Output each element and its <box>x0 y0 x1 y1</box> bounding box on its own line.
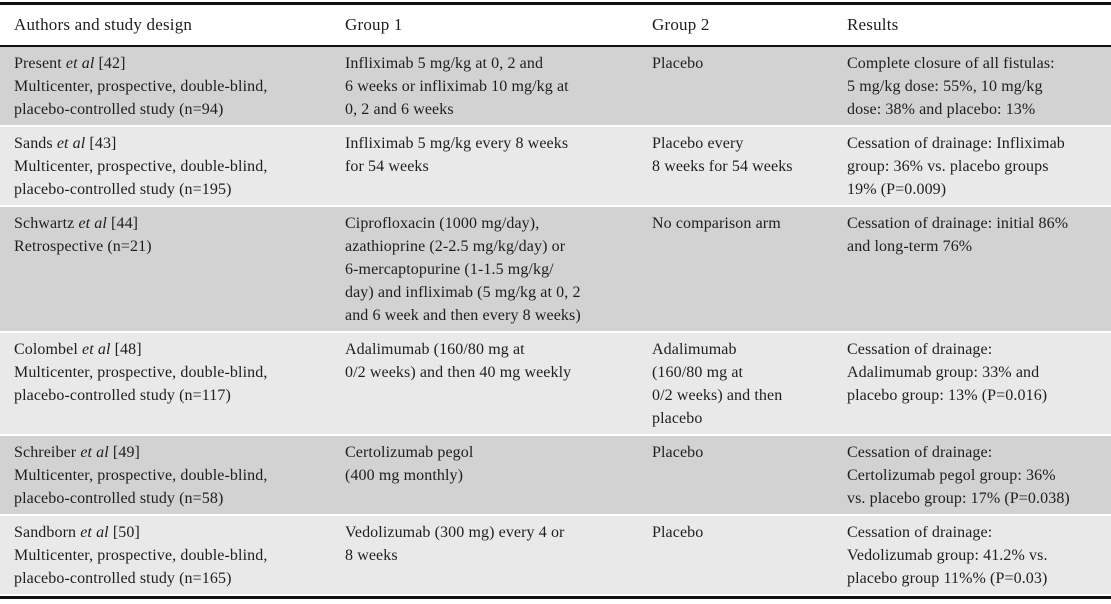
author-line: Present et al [42] <box>14 52 337 75</box>
study-design: Multicenter, prospective, double-blind, … <box>14 158 268 198</box>
cell-group1: Adalimumab (160/80 mg at 0/2 weeks) and … <box>345 341 572 381</box>
ref-number: [42] <box>94 55 126 72</box>
cell-group2: Placebo <box>652 524 704 541</box>
etal: et al <box>80 444 109 461</box>
etal: et al <box>56 135 86 152</box>
table-row: Schreiber et al [49] Multicenter, prospe… <box>0 436 1111 514</box>
cell-authors: Sandborn et al [50] Multicenter, prospec… <box>0 521 345 590</box>
author-name: Sands <box>14 135 57 152</box>
cell-authors: Present et al [42] Multicenter, prospect… <box>0 52 345 121</box>
cell-group1: Certolizumab pegol (400 mg monthly) <box>345 444 474 484</box>
header-rule <box>0 45 1111 47</box>
ref-number: [48] <box>110 341 142 358</box>
author-name: Schwartz <box>14 215 79 232</box>
author-name: Present <box>14 55 66 72</box>
cell-group1: Infliximab 5 mg/kg every 8 weeks for 54 … <box>345 135 569 175</box>
cell-group1: Infliximab 5 mg/kg at 0, 2 and 6 weeks o… <box>345 55 569 118</box>
cell-results: Cessation of drainage: Certolizumab pego… <box>847 444 1070 507</box>
ref-number: [50] <box>108 524 140 541</box>
cell-authors: Colombel et al [48] Multicenter, prospec… <box>0 338 345 407</box>
author-name: Schreiber <box>14 444 81 461</box>
cell-group2: Adalimumab (160/80 mg at 0/2 weeks) and … <box>652 341 783 427</box>
author-line: Sands et al [43] <box>14 132 337 155</box>
author-name: Sandborn <box>14 524 81 541</box>
cell-group2: No comparison arm <box>652 215 781 232</box>
col-header-group2: Group 2 <box>652 15 710 34</box>
col-header-group1: Group 1 <box>345 15 403 34</box>
bottom-rule <box>0 596 1111 599</box>
study-design: Multicenter, prospective, double-blind, … <box>14 467 268 507</box>
col-header-authors: Authors and study design <box>14 15 193 34</box>
cell-results: Cessation of drainage: Vedolizumab group… <box>847 524 1048 587</box>
header-row: Authors and study design Group 1 Group 2… <box>0 5 1111 45</box>
cell-group2: Placebo <box>652 55 704 72</box>
cell-results: Cessation of drainage: Adalimumab group:… <box>847 341 1048 404</box>
cell-group2: Placebo <box>652 444 704 461</box>
ref-number: [49] <box>108 444 140 461</box>
table-row: Present et al [42] Multicenter, prospect… <box>0 47 1111 125</box>
study-design: Multicenter, prospective, double-blind, … <box>14 547 268 587</box>
col-header-results: Results <box>847 15 899 34</box>
cell-group1: Ciprofloxacin (1000 mg/day), azathioprin… <box>345 215 581 324</box>
author-line: Schreiber et al [49] <box>14 441 337 464</box>
table-row: Schwartz et al [44] Retrospective (n=21)… <box>0 207 1111 331</box>
cell-results: Cessation of drainage: Infliximab group:… <box>847 135 1065 198</box>
author-line: Colombel et al [48] <box>14 338 337 361</box>
cell-authors: Schreiber et al [49] Multicenter, prospe… <box>0 441 345 510</box>
study-design: Multicenter, prospective, double-blind, … <box>14 78 268 118</box>
table-row: Colombel et al [48] Multicenter, prospec… <box>0 333 1111 434</box>
cell-group1: Vedolizumab (300 mg) every 4 or 8 weeks <box>345 524 565 564</box>
study-design: Multicenter, prospective, double-blind, … <box>14 364 268 404</box>
etal: et al <box>65 55 95 72</box>
author-line: Schwartz et al [44] <box>14 212 337 235</box>
cell-authors: Schwartz et al [44] Retrospective (n=21) <box>0 212 345 258</box>
cell-results: Cessation of drainage: initial 86% and l… <box>847 215 1069 255</box>
ref-number: [44] <box>106 215 139 232</box>
study-design: Retrospective (n=21) <box>14 238 152 255</box>
cell-authors: Sands et al [43] Multicenter, prospectiv… <box>0 132 345 201</box>
top-rule <box>0 2 1111 5</box>
author-line: Sandborn et al [50] <box>14 521 337 544</box>
etal: et al <box>78 215 107 232</box>
author-name: Colombel <box>14 341 83 358</box>
cell-results: Complete closure of all fistulas: 5 mg/k… <box>847 55 1055 118</box>
ref-number: [43] <box>85 135 117 152</box>
cell-group2: Placebo every 8 weeks for 54 weeks <box>652 135 793 175</box>
table-row: Sands et al [43] Multicenter, prospectiv… <box>0 127 1111 205</box>
table-row: Sandborn et al [50] Multicenter, prospec… <box>0 516 1111 594</box>
etal: et al <box>80 524 109 541</box>
etal: et al <box>82 341 111 358</box>
